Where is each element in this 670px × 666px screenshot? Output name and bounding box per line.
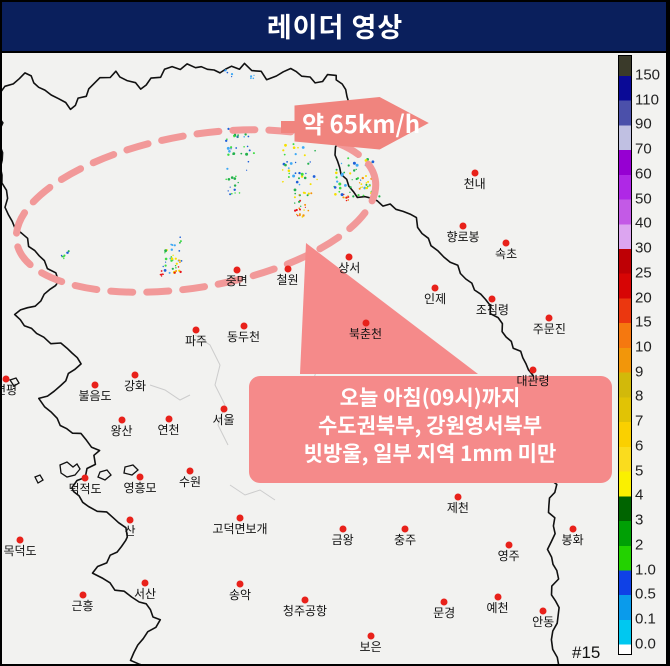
svg-text:#15: #15 xyxy=(572,643,600,662)
svg-text:수도권북부, 강원영서북부: 수도권북부, 강원영서북부 xyxy=(318,410,542,440)
svg-text:빗방울, 일부 지역 1mm 미만: 빗방울, 일부 지역 1mm 미만 xyxy=(304,438,557,468)
svg-text:약 65km/h: 약 65km/h xyxy=(302,105,420,140)
svg-text:오늘 아침(09시)까지: 오늘 아침(09시)까지 xyxy=(340,382,521,412)
